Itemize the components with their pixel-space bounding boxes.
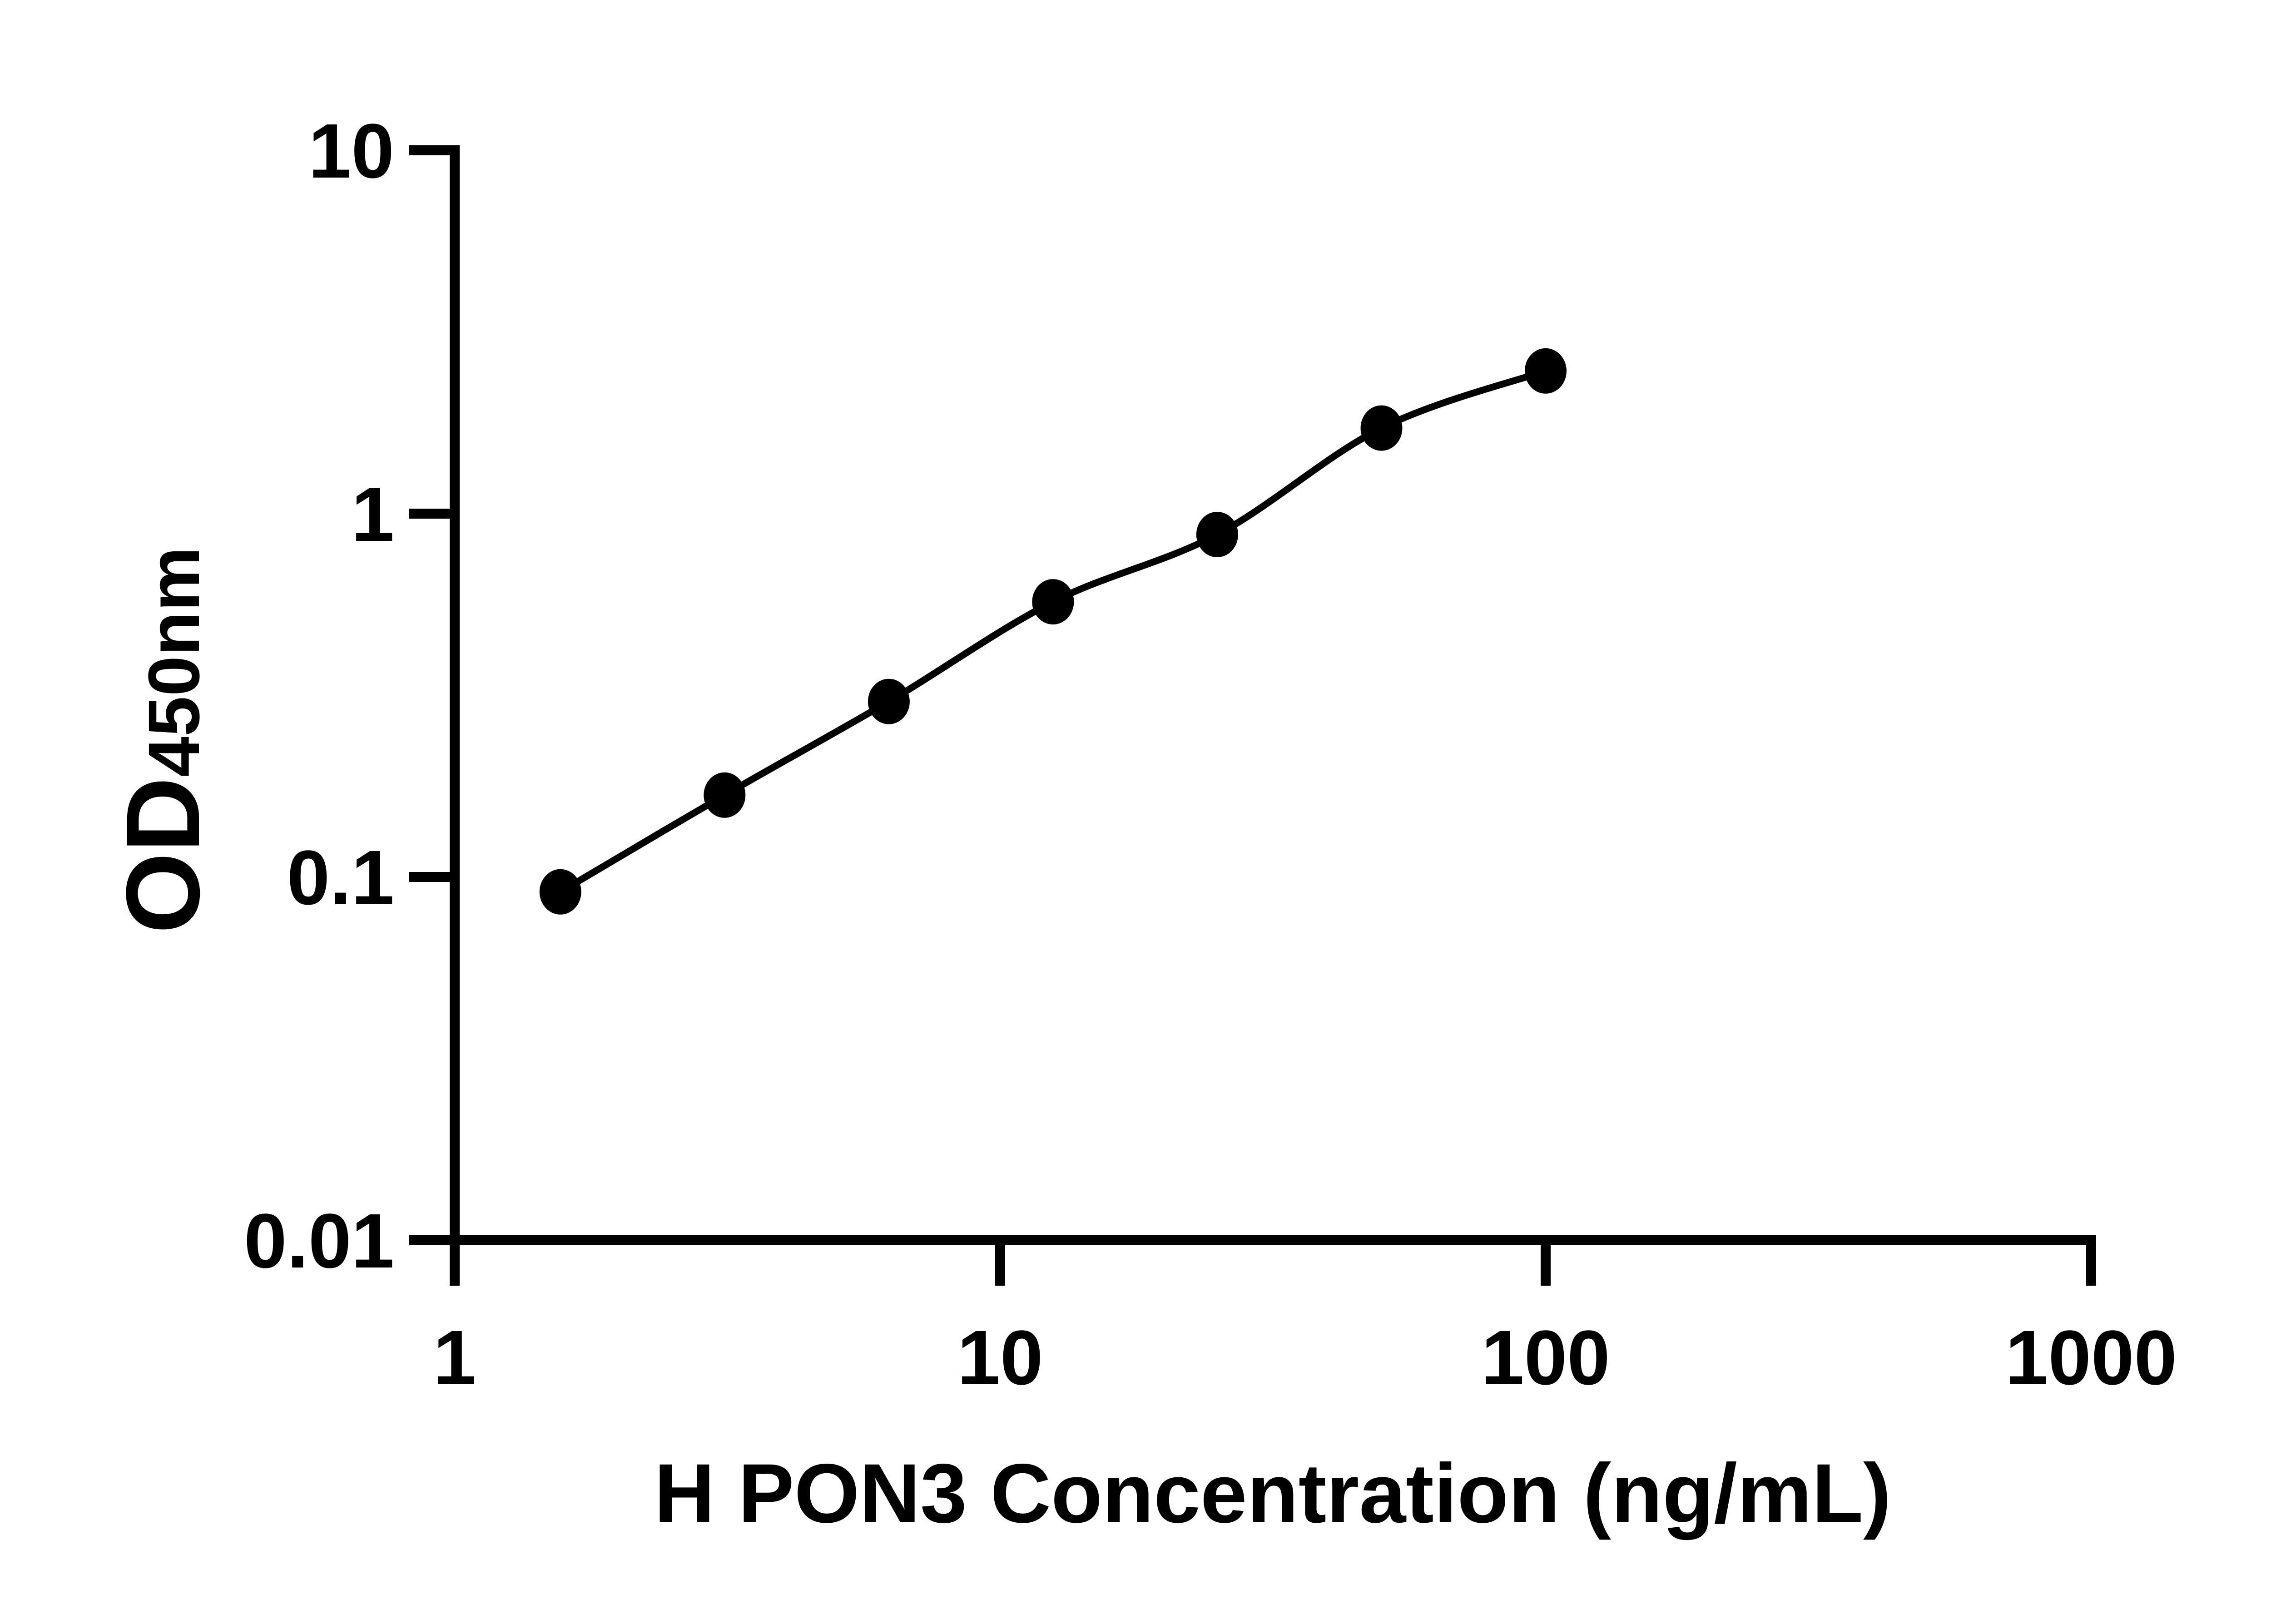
data-point-marker [704,772,746,818]
y-axis-title: OD450nm [104,547,221,934]
data-point-marker [868,678,910,724]
data-point-marker [539,869,581,915]
x-tick-label: 100 [1481,1315,1610,1401]
standard-curve-line [558,367,1547,895]
x-tick-label: 1 [433,1315,476,1401]
y-tick-label: 0.1 [287,835,394,921]
data-series-layer [539,348,1567,915]
x-tick-label: 1000 [2005,1315,2177,1401]
axis-titles-layer: H PON3 Concentration (ng/mL) OD450nm [104,547,1891,1540]
y-axis-title-main: OD [104,777,221,934]
axes-layer: 0.01 0.1 1 10 1 10 100 1000 [244,108,2177,1401]
data-point-marker [1196,512,1238,557]
x-axis-title: H PON3 Concentration (ng/mL) [654,1447,1891,1540]
data-point-marker [1360,405,1403,451]
y-tick-label: 1 [351,471,394,558]
data-point-marker [1032,579,1074,625]
y-tick-label: 0.01 [244,1198,394,1284]
data-point-marker [1525,348,1567,394]
x-tick-label: 10 [957,1315,1043,1401]
y-tick-label: 10 [308,108,394,194]
y-axis-title-sub: 450nm [133,547,214,777]
